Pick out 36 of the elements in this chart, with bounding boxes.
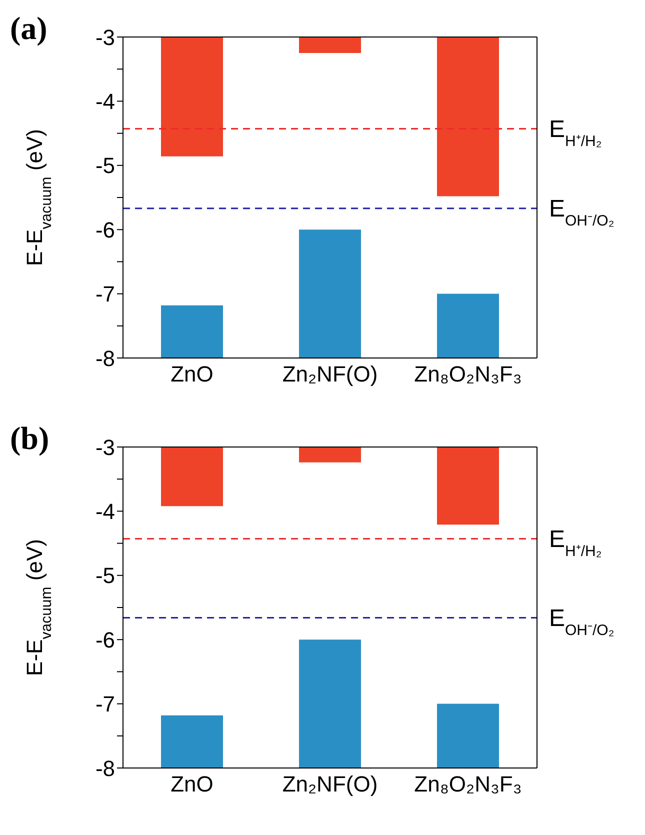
bar — [161, 715, 223, 768]
bar — [437, 704, 499, 768]
bar — [299, 447, 361, 462]
y-tick-label: -5 — [95, 563, 115, 588]
y-tick-label: -7 — [95, 692, 115, 717]
bar — [161, 37, 223, 156]
bar — [299, 230, 361, 358]
bar — [161, 305, 223, 358]
y-tick-label: -5 — [95, 153, 115, 178]
x-tick-label: Zn₂NF(O) — [282, 772, 378, 797]
x-tick-label: ZnO — [170, 772, 214, 797]
bar — [437, 294, 499, 358]
ref-line-label: E$_{OH⁻/O₂}$ — [549, 195, 614, 229]
ref-line-label: E$_{H⁺/H₂}$ — [549, 526, 602, 560]
x-tick-label: Zn₂NF(O) — [282, 362, 378, 387]
y-tick-label: -7 — [95, 282, 115, 307]
y-tick-label: -4 — [95, 499, 115, 524]
bar — [299, 640, 361, 768]
y-tick-label: -4 — [95, 89, 115, 114]
x-tick-label: Zn₈O₂N₃F₃ — [414, 362, 522, 387]
x-tick-label: ZnO — [170, 362, 214, 387]
bar — [299, 37, 361, 54]
y-tick-label: -8 — [95, 756, 115, 781]
y-tick-label: -6 — [95, 627, 115, 652]
bar — [161, 447, 223, 506]
x-tick-label: Zn₈O₂N₃F₃ — [414, 772, 522, 797]
y-tick-label: -6 — [95, 217, 115, 242]
y-tick-label: -3 — [95, 434, 115, 460]
y-tick-label: -3 — [95, 24, 115, 50]
chart-title: (b) — [10, 420, 50, 457]
y-tick-label: -8 — [95, 346, 115, 371]
chart-title: (a) — [10, 10, 48, 47]
ref-line-label: E$_{OH⁻/O₂}$ — [549, 604, 614, 638]
bar — [437, 37, 499, 196]
bar — [437, 447, 499, 525]
ref-line-label: E$_{H⁺/H₂}$ — [549, 116, 602, 150]
